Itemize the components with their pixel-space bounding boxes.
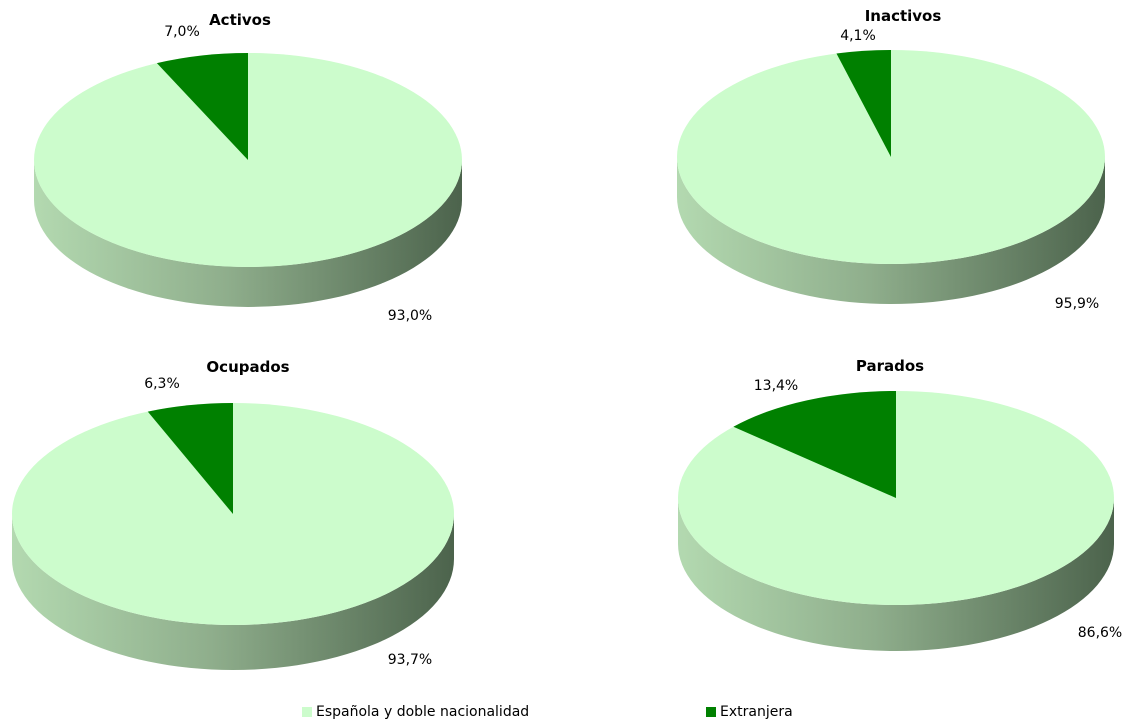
- label-foreign-parados: 13,4%: [754, 378, 798, 394]
- legend: Española y doble nacionalidad Extranjera: [0, 704, 1141, 724]
- pie-chart-activos: Activos 7,0% 93,0%: [34, 11, 462, 324]
- slice-foreign-parados: [733, 391, 896, 498]
- pie-side-activos: [34, 160, 462, 307]
- pie-side-inactivos: [677, 157, 1105, 304]
- legend-swatch-spanish: [302, 707, 312, 717]
- slice-foreign-ocupados: [147, 403, 233, 514]
- legend-item-foreign: Extranjera: [706, 704, 793, 720]
- legend-label-foreign: Extranjera: [720, 704, 793, 720]
- legend-label-spanish: Española y doble nacionalidad: [316, 704, 530, 720]
- pie-title-activos: Activos: [209, 11, 271, 29]
- label-spanish-parados: 86,6%: [1078, 625, 1122, 641]
- label-spanish-ocupados: 93,7%: [388, 652, 432, 668]
- label-spanish-inactivos: 95,9%: [1055, 296, 1099, 312]
- pie-chart-parados: Parados 13,4% 86,6%: [678, 357, 1122, 651]
- legend-swatch-foreign: [706, 707, 716, 717]
- pie-title-ocupados: Ocupados: [206, 358, 289, 376]
- label-foreign-ocupados: 6,3%: [144, 376, 180, 392]
- pie-chart-ocupados: Ocupados 6,3% 93,7%: [12, 358, 454, 670]
- pie-side-ocupados: [12, 514, 454, 670]
- legend-item-spanish: Española y doble nacionalidad: [302, 704, 529, 720]
- label-foreign-activos: 7,0%: [164, 24, 200, 40]
- label-foreign-inactivos: 4,1%: [840, 28, 876, 44]
- pie-title-inactivos: Inactivos: [865, 7, 942, 25]
- label-spanish-activos: 93,0%: [388, 308, 432, 324]
- slice-foreign-inactivos: [836, 50, 891, 157]
- pie-title-parados: Parados: [856, 357, 924, 375]
- pie-chart-inactivos: Inactivos 4,1% 95,9%: [677, 7, 1105, 312]
- pie-side-parados: [678, 498, 1114, 651]
- slice-foreign-activos: [156, 53, 248, 160]
